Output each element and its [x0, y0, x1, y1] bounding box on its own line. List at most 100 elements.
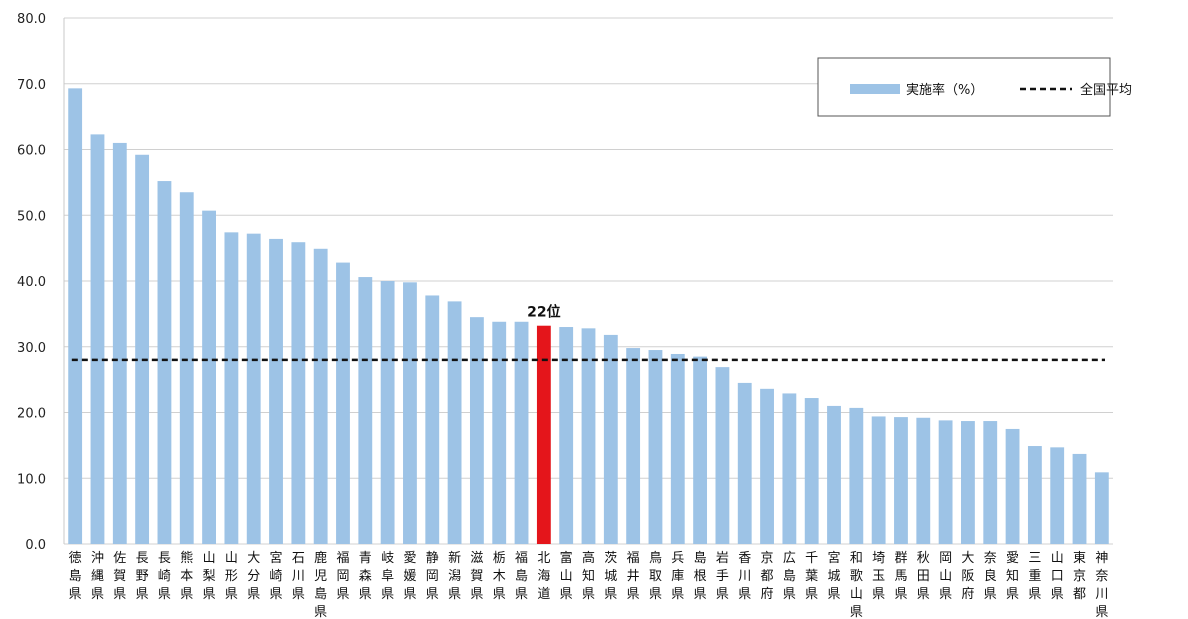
bar: [90, 134, 105, 544]
x-tick-label: 群馬県: [894, 551, 907, 602]
bar: [291, 242, 306, 544]
bars: [68, 88, 1109, 545]
bar: [983, 421, 998, 544]
y-tick-label: 0.0: [25, 538, 46, 553]
bar: [1027, 446, 1042, 544]
x-tick-label: 香川県: [738, 551, 751, 602]
x-tick-label: 山梨県: [203, 551, 216, 602]
bar: [961, 421, 975, 544]
bar: [849, 407, 864, 544]
bar: [447, 301, 462, 544]
bar: [737, 382, 752, 544]
bar: [782, 393, 797, 544]
x-tick-label: 長崎県: [158, 551, 171, 602]
x-tick-label: 岐阜県: [381, 551, 394, 602]
bar: [626, 348, 641, 544]
x-tick-label: 三重県: [1028, 551, 1041, 602]
x-tick-label: 愛媛県: [403, 551, 416, 602]
x-tick-label: 鹿児島県: [314, 550, 327, 619]
bar: [179, 192, 194, 545]
legend-label-average: 全国平均: [1080, 82, 1132, 98]
x-tick-label: 茨城県: [604, 551, 617, 602]
x-tick-label: 石川県: [292, 551, 305, 602]
y-axis-tick-labels: 0.0 10.0 20.0 30.0 40.0 50.0 60.0 70.0 80.0: [17, 12, 46, 553]
x-tick-label: 和歌山県: [850, 551, 863, 619]
annotation-layer: 22位: [527, 304, 560, 321]
x-tick-label: 宮崎県: [270, 550, 283, 602]
legend: 実施率（%） 全国平均: [817, 57, 1132, 117]
gridlines: [63, 17, 1113, 545]
legend-label-rate: 実施率（%）: [906, 82, 983, 98]
bar: [157, 181, 172, 544]
y-tick-label: 10.0: [17, 472, 46, 487]
bar: [1050, 447, 1065, 544]
x-tick-label: 滋賀県: [470, 551, 483, 602]
y-tick-label: 70.0: [17, 78, 46, 93]
bar: [603, 334, 618, 544]
x-tick-label: 兵庫県: [671, 551, 684, 602]
x-tick-label: 広島県: [783, 551, 796, 602]
y-tick-label: 40.0: [17, 275, 46, 290]
bar: [380, 281, 395, 544]
x-tick-label: 徳島県: [69, 551, 82, 602]
bar: [760, 388, 774, 544]
bar: [492, 321, 507, 544]
rank-annotation: 22位: [527, 304, 560, 321]
x-tick-label: 秋田県: [917, 551, 930, 602]
bar: [648, 350, 663, 544]
x-tick-label: 宮城県: [828, 550, 841, 602]
bar: [1005, 428, 1020, 544]
bar: [715, 367, 730, 544]
x-tick-label: 鳥取県: [649, 551, 662, 602]
x-tick-label: 長野県: [136, 551, 149, 602]
x-axis-category-labels: 徳島県沖縄県佐賀県長野県長崎県熊本県山梨県山形県大分県宮崎県石川県鹿児島県福岡県…: [69, 550, 1109, 619]
bar: [469, 317, 484, 544]
bar: [581, 328, 596, 544]
x-tick-label: 山形県: [225, 551, 238, 602]
bar: [425, 295, 440, 544]
bar: [670, 353, 685, 544]
x-tick-label: 北海道: [537, 551, 550, 602]
y-tick-label: 20.0: [17, 407, 46, 422]
bar: [202, 210, 216, 544]
y-tick-label: 60.0: [17, 144, 46, 159]
x-tick-label: 山口県: [1051, 551, 1064, 602]
x-tick-label: 栃木県: [493, 551, 506, 602]
bar-highlight: [536, 325, 551, 544]
bar: [224, 232, 239, 544]
x-tick-label: 大分県: [247, 551, 260, 602]
bar: [894, 417, 908, 544]
bar: [246, 233, 261, 544]
x-tick-label: 岡山県: [939, 551, 952, 602]
x-tick-label: 沖縄県: [91, 551, 104, 602]
y-tick-label: 80.0: [17, 12, 46, 27]
bar: [269, 238, 283, 545]
x-tick-label: 千葉県: [805, 551, 818, 602]
bar: [827, 405, 841, 544]
x-tick-label: 福井県: [627, 551, 640, 602]
x-tick-label: 熊本県: [180, 550, 193, 602]
bar: [68, 88, 83, 544]
x-tick-label: 青森県: [359, 551, 372, 602]
bar: [938, 420, 953, 544]
y-tick-label: 50.0: [17, 209, 46, 224]
bar: [336, 262, 350, 544]
x-tick-label: 東京都: [1073, 550, 1086, 602]
x-tick-label: 神奈川県: [1095, 551, 1108, 619]
bar: [804, 398, 819, 544]
x-tick-label: 富山県: [560, 550, 573, 602]
x-tick-label: 岩手県: [716, 551, 729, 602]
x-tick-label: 新潟県: [448, 550, 461, 602]
bar: [112, 142, 127, 545]
bar: [514, 321, 529, 544]
x-tick-label: 大阪府: [961, 551, 974, 602]
x-tick-label: 島根県: [694, 551, 707, 602]
bar: [403, 282, 417, 544]
bar: [1094, 472, 1109, 544]
bar: [1072, 453, 1087, 544]
bar: [135, 154, 150, 544]
x-tick-label: 静岡県: [426, 551, 439, 602]
x-tick-label: 愛知県: [1006, 551, 1019, 602]
bar: [916, 417, 931, 544]
